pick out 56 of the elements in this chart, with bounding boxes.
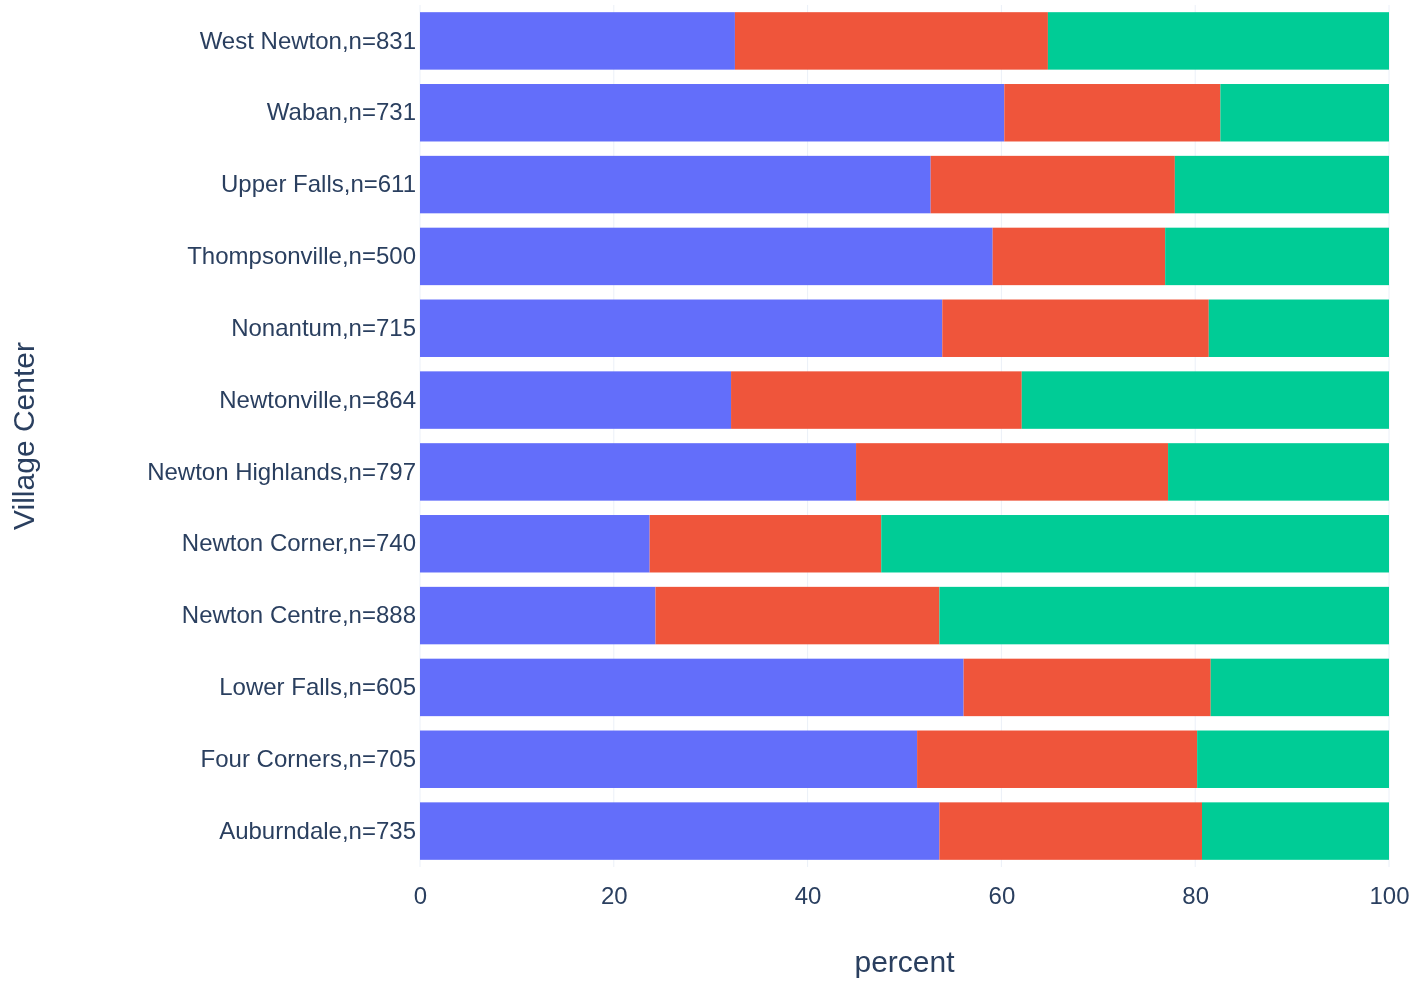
bar bbox=[420, 155, 931, 214]
bar bbox=[942, 299, 1209, 357]
y-tick-label: Lower Falls,n=605 bbox=[219, 673, 416, 701]
bar bbox=[1208, 299, 1389, 357]
y-tick-label: Nonantum,n=715 bbox=[231, 313, 416, 341]
bar bbox=[420, 730, 918, 788]
bar bbox=[930, 155, 1175, 214]
bar bbox=[731, 371, 1022, 429]
bar bbox=[939, 802, 1202, 860]
y-tick-label: Thompsonville,n=500 bbox=[187, 242, 416, 270]
bar bbox=[420, 371, 732, 429]
bar bbox=[1047, 12, 1389, 70]
bar bbox=[1004, 84, 1221, 142]
bar bbox=[420, 802, 940, 860]
bar bbox=[1210, 658, 1389, 717]
bar bbox=[1165, 227, 1389, 286]
x-tick-label: 100 bbox=[1369, 882, 1410, 910]
y-tick-label: Upper Falls,n=611 bbox=[221, 170, 416, 198]
x-tick-label: 40 bbox=[794, 882, 822, 910]
y-tick-label: Newtonville,n=864 bbox=[219, 385, 416, 413]
bar bbox=[420, 515, 650, 573]
bar bbox=[420, 12, 735, 70]
bar bbox=[1220, 84, 1389, 142]
x-tick-label: 80 bbox=[1182, 882, 1210, 910]
bar bbox=[420, 84, 1005, 142]
y-tick-label: Newton Centre,n=888 bbox=[181, 601, 416, 629]
bar bbox=[1174, 155, 1389, 214]
bar bbox=[655, 586, 940, 645]
bar bbox=[992, 227, 1166, 286]
bar bbox=[420, 658, 964, 717]
bar bbox=[856, 443, 1169, 501]
x-tick-label: 0 bbox=[413, 882, 428, 910]
y-tick-label: Newton Highlands,n=797 bbox=[147, 457, 416, 485]
y-tick-label: Auburndale,n=735 bbox=[219, 816, 416, 844]
x-tick-label: 20 bbox=[600, 882, 628, 910]
bar bbox=[420, 227, 993, 286]
bar bbox=[1168, 443, 1389, 501]
bar bbox=[1201, 802, 1389, 860]
y-tick-label: Waban,n=731 bbox=[266, 98, 416, 126]
y-axis-title: Village Center bbox=[7, 342, 40, 530]
bar bbox=[1021, 371, 1389, 429]
bar bbox=[649, 515, 882, 573]
y-tick-label: Four Corners,n=705 bbox=[200, 744, 416, 772]
y-tick-label: Newton Corner,n=740 bbox=[181, 529, 416, 557]
bar bbox=[420, 443, 857, 501]
x-tick-label: 60 bbox=[988, 882, 1016, 910]
bar bbox=[963, 658, 1211, 717]
bar bbox=[881, 515, 1389, 573]
bar bbox=[734, 12, 1048, 70]
bar bbox=[420, 299, 943, 357]
bar bbox=[917, 730, 1198, 788]
y-tick-label: West Newton,n=831 bbox=[199, 26, 416, 54]
bar bbox=[420, 586, 656, 645]
x-axis-title: percent bbox=[854, 945, 956, 978]
bar bbox=[939, 586, 1389, 645]
bar bbox=[1197, 730, 1389, 788]
